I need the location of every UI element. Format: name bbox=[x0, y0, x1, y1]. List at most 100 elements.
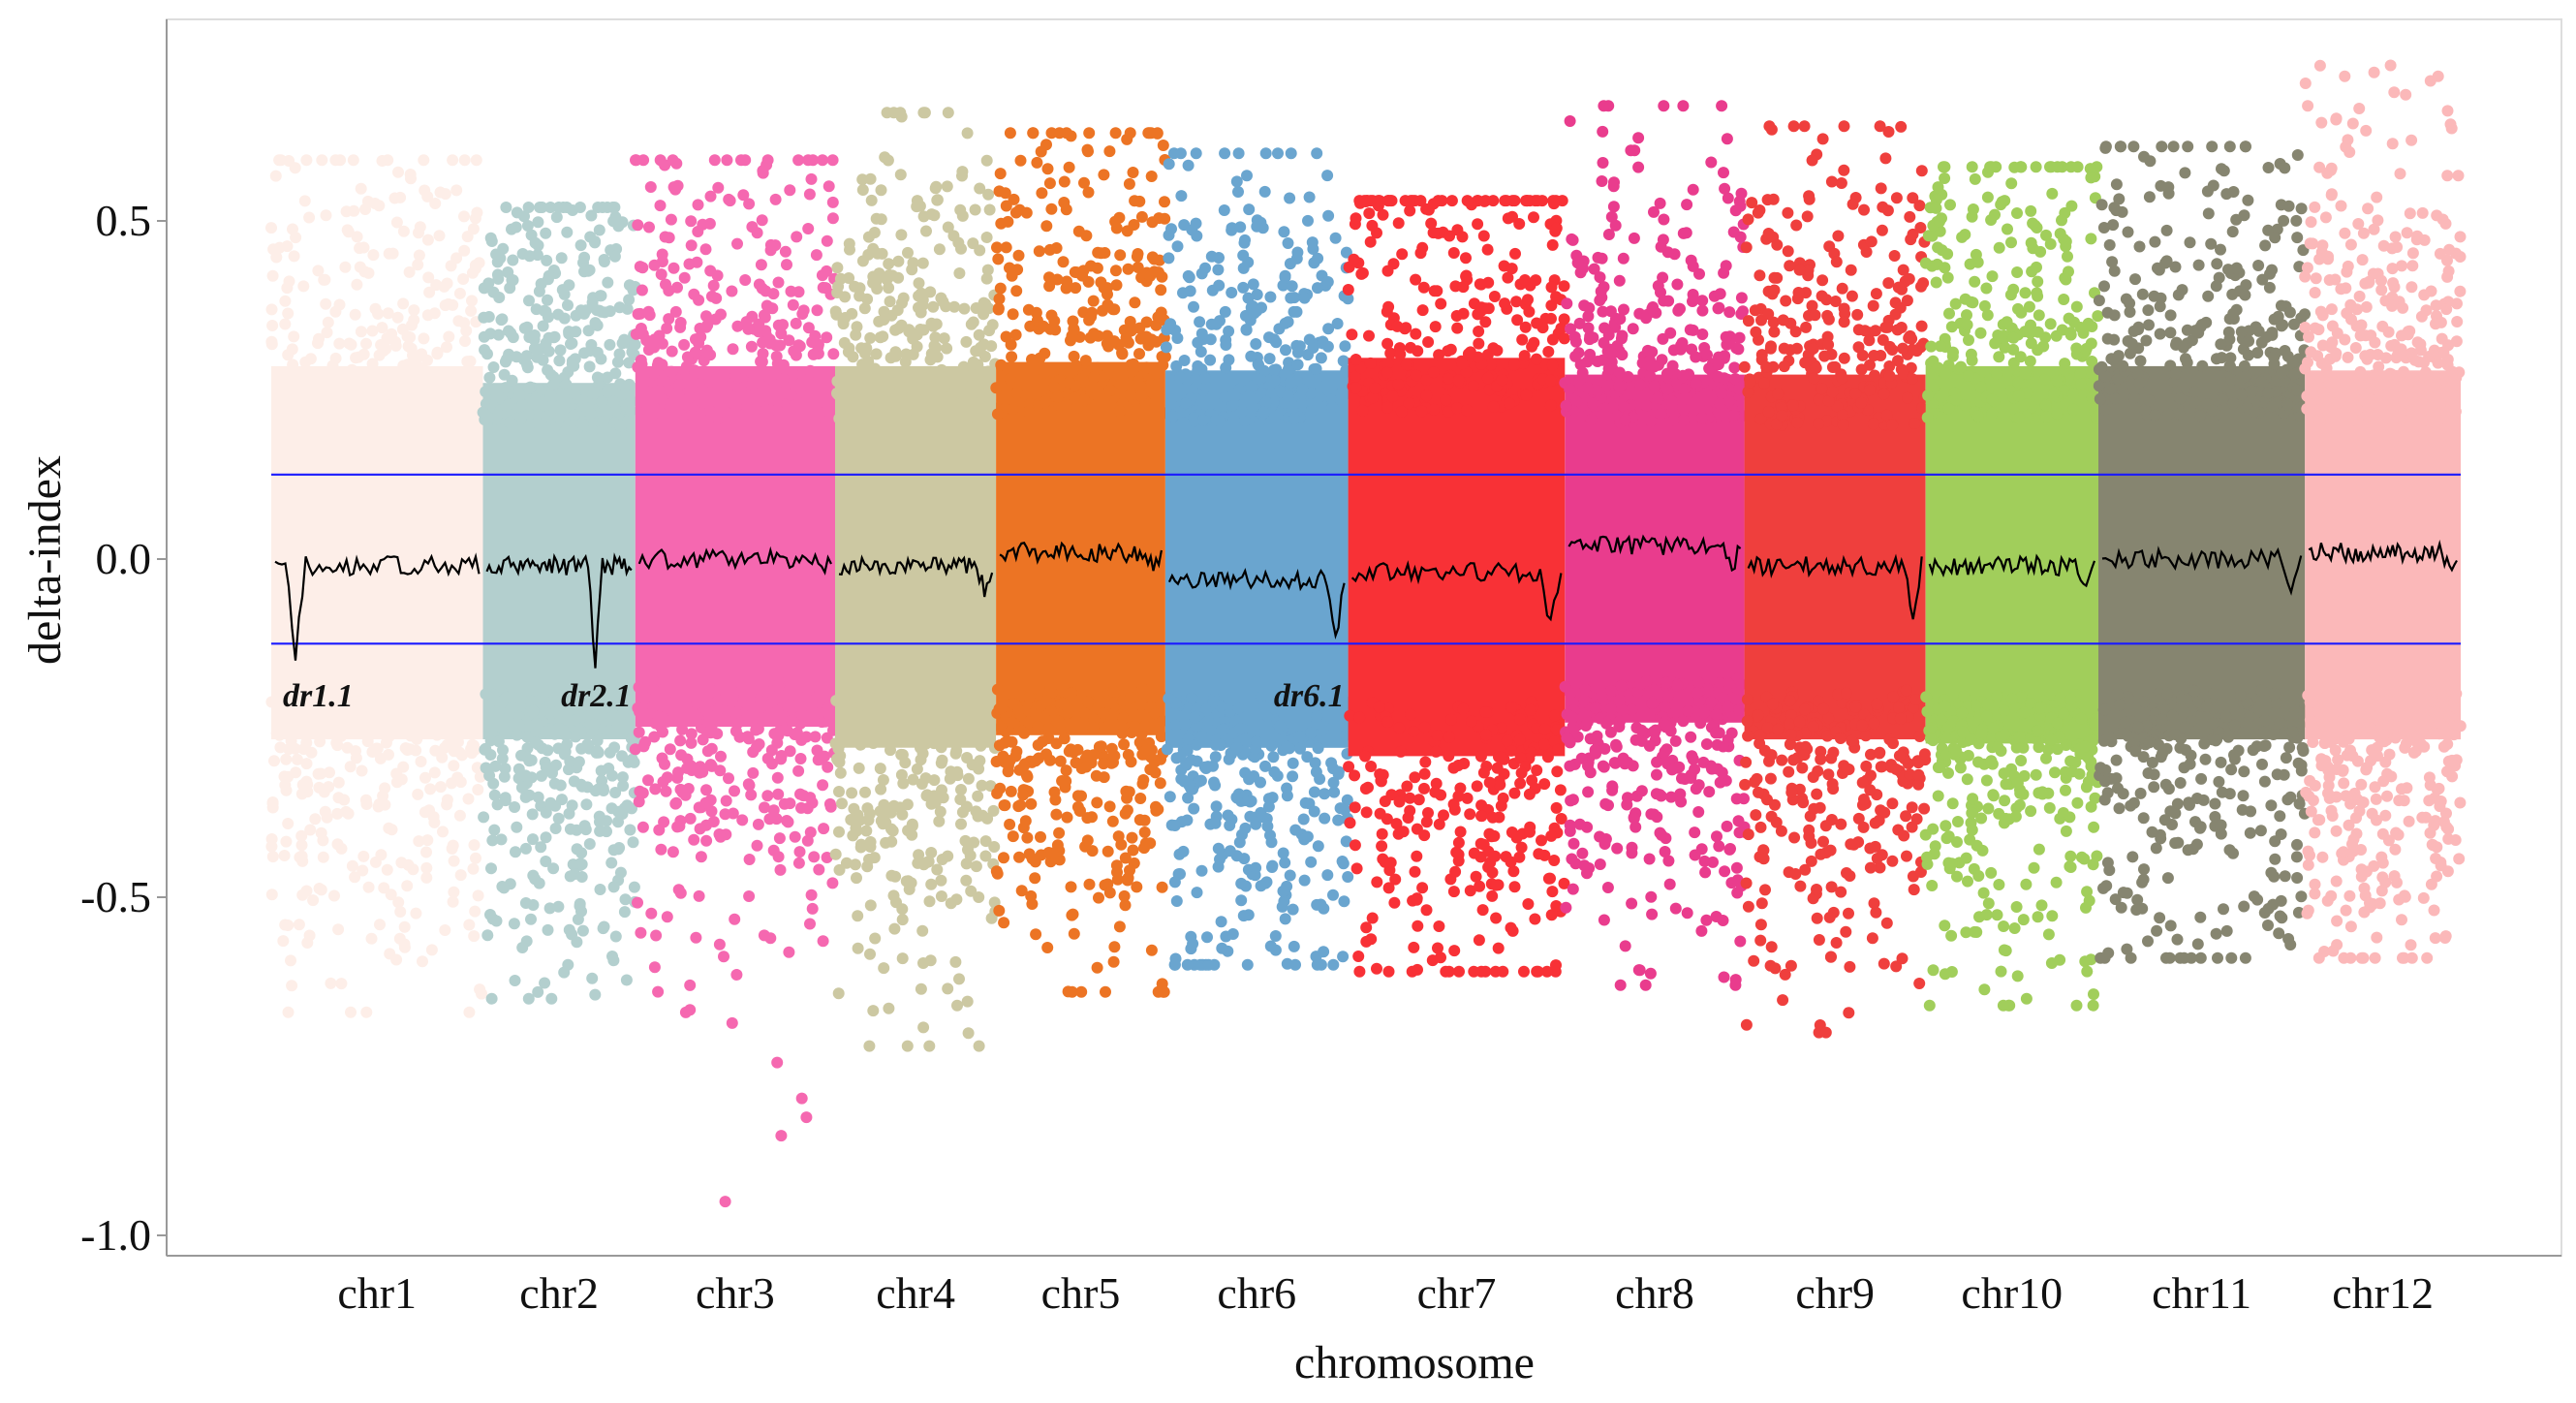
data-point bbox=[1352, 951, 1365, 962]
data-point bbox=[1054, 718, 1067, 731]
data-point bbox=[1235, 877, 1248, 889]
data-point bbox=[998, 917, 1010, 929]
data-point bbox=[785, 389, 797, 401]
data-point bbox=[1118, 738, 1131, 751]
data-point bbox=[1727, 409, 1740, 421]
data-point bbox=[1157, 359, 1169, 371]
data-point bbox=[674, 887, 687, 899]
data-point bbox=[1040, 139, 1052, 151]
data-point bbox=[1033, 245, 1045, 258]
data-point bbox=[1131, 881, 1143, 893]
data-point bbox=[1845, 838, 1857, 851]
data-point bbox=[774, 863, 787, 876]
data-point bbox=[1230, 791, 1243, 803]
data-point bbox=[1723, 843, 1736, 856]
data-point bbox=[463, 919, 476, 931]
data-point bbox=[686, 409, 698, 421]
data-point bbox=[354, 242, 366, 255]
data-point bbox=[1648, 380, 1660, 392]
data-point bbox=[1349, 801, 1361, 814]
data-point bbox=[1918, 802, 1931, 815]
data-point bbox=[1793, 715, 1806, 728]
data-point bbox=[877, 330, 889, 343]
data-point bbox=[536, 202, 548, 213]
data-point bbox=[523, 382, 535, 394]
data-point bbox=[1661, 246, 1674, 259]
data-point bbox=[1208, 776, 1220, 789]
data-point bbox=[951, 769, 964, 782]
data-point bbox=[360, 337, 372, 350]
data-point bbox=[1120, 785, 1133, 797]
data-point bbox=[485, 235, 498, 247]
data-point bbox=[438, 403, 450, 416]
data-point bbox=[1262, 800, 1275, 813]
data-point bbox=[1382, 882, 1395, 894]
data-point bbox=[1068, 350, 1080, 362]
data-point bbox=[585, 209, 598, 222]
data-point bbox=[791, 727, 803, 739]
data-point bbox=[1538, 738, 1551, 751]
data-point bbox=[1235, 405, 1248, 418]
data-point bbox=[324, 707, 336, 720]
data-point bbox=[1171, 240, 1184, 253]
data-point bbox=[1712, 370, 1724, 383]
data-point bbox=[1784, 260, 1796, 272]
data-point bbox=[1742, 315, 1754, 327]
data-point bbox=[1764, 772, 1777, 785]
data-point bbox=[456, 366, 469, 379]
data-point bbox=[1594, 858, 1606, 870]
data-point bbox=[614, 378, 627, 390]
data-point bbox=[1273, 720, 1286, 733]
data-point bbox=[1772, 388, 1785, 400]
data-point bbox=[637, 154, 650, 167]
data-point bbox=[1837, 409, 1849, 421]
data-point bbox=[325, 727, 337, 738]
data-point bbox=[913, 849, 925, 861]
data-point bbox=[1643, 739, 1656, 752]
data-point bbox=[575, 847, 588, 859]
data-point bbox=[1334, 802, 1347, 815]
data-point bbox=[346, 363, 358, 376]
data-point bbox=[569, 714, 581, 727]
data-point bbox=[1981, 309, 1994, 322]
data-point bbox=[282, 770, 295, 783]
data-point bbox=[990, 865, 1003, 878]
data-point bbox=[801, 802, 814, 815]
data-point bbox=[1646, 908, 1659, 920]
data-point bbox=[1257, 406, 1270, 419]
data-point bbox=[1576, 366, 1589, 379]
data-point bbox=[1883, 340, 1896, 353]
data-point bbox=[866, 708, 879, 721]
data-point bbox=[1447, 247, 1460, 259]
data-point bbox=[701, 319, 714, 331]
data-point bbox=[608, 202, 621, 213]
data-point bbox=[389, 335, 401, 348]
data-point bbox=[1332, 767, 1345, 780]
data-point bbox=[855, 342, 868, 355]
data-point bbox=[1477, 230, 1490, 242]
data-point bbox=[1237, 281, 1250, 294]
data-point bbox=[952, 236, 965, 249]
data-point bbox=[1785, 709, 1797, 722]
data-point bbox=[1449, 865, 1462, 878]
data-point bbox=[1486, 866, 1499, 879]
data-point bbox=[864, 948, 876, 960]
data-point bbox=[594, 884, 606, 895]
data-point bbox=[643, 221, 655, 234]
data-point bbox=[1210, 318, 1223, 330]
data-point bbox=[1017, 789, 1030, 801]
data-point bbox=[1328, 786, 1341, 798]
data-point bbox=[1000, 200, 1012, 212]
data-point bbox=[723, 772, 734, 785]
data-point bbox=[442, 697, 454, 708]
data-point bbox=[1918, 748, 1931, 761]
data-point bbox=[591, 734, 604, 747]
data-point bbox=[707, 816, 720, 827]
data-point bbox=[811, 744, 823, 757]
data-point bbox=[1601, 882, 1614, 893]
data-point bbox=[802, 223, 815, 234]
data-point bbox=[1678, 383, 1691, 395]
data-point bbox=[979, 850, 992, 862]
data-point bbox=[1109, 215, 1122, 228]
data-point bbox=[349, 871, 361, 884]
